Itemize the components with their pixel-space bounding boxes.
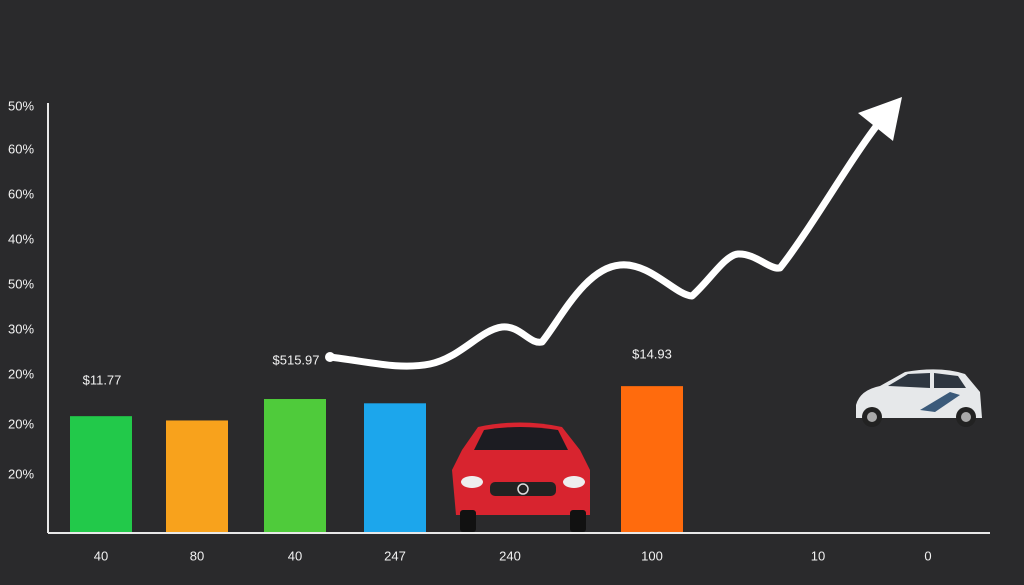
bar: [70, 416, 132, 532]
x-tick-label: 100: [641, 548, 663, 563]
y-label: 20%: [8, 466, 34, 481]
bar: [621, 386, 683, 532]
trend-arrowhead: [858, 97, 902, 141]
y-label: 60%: [8, 141, 34, 156]
bar: [264, 399, 326, 532]
white-car: [856, 369, 982, 427]
y-label: 50%: [8, 98, 34, 113]
y-label: 40%: [8, 231, 34, 246]
x-tick-label: 80: [190, 548, 204, 563]
y-label: 50%: [8, 276, 34, 291]
x-tick-label: 247: [384, 548, 406, 563]
bar: [166, 420, 228, 532]
x-tick-label: 40: [94, 548, 108, 563]
annotation: $11.77: [83, 372, 122, 387]
red-car: [452, 422, 590, 532]
x-tick-label: 10: [811, 548, 825, 563]
trend-start: [325, 352, 335, 362]
bar: [364, 403, 426, 532]
y-label: 20%: [8, 366, 34, 381]
y-label: 30%: [8, 321, 34, 336]
annotation: $14.93: [632, 346, 672, 361]
y-label: 20%: [8, 416, 34, 431]
x-tick-label: 40: [288, 548, 302, 563]
trend-line: [326, 120, 882, 370]
y-label: 60%: [8, 186, 34, 201]
annotation: $515.97: [273, 352, 320, 367]
x-tick-label: 0: [924, 548, 931, 563]
x-tick-label: 240: [499, 548, 521, 563]
